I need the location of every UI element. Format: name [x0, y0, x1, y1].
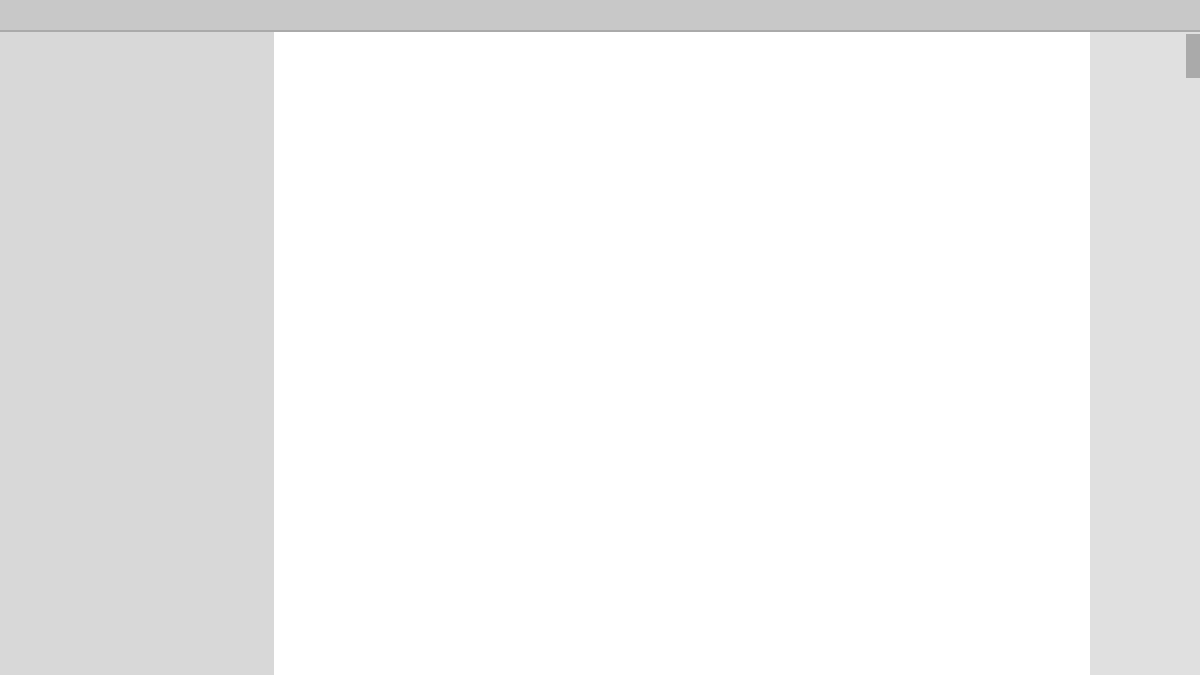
Text: CH₂OH: CH₂OH: [335, 150, 377, 159]
Text: Triose phosphate isomerase: Triose phosphate isomerase: [593, 59, 770, 72]
Text: glyceraldehyde 3-phosphate (G3P) by the action of the enzyme triose phosphate is: glyceraldehyde 3-phosphate (G3P) by the …: [306, 122, 823, 132]
Text: concentration of G3P is kept at 1/100 of the value of the concentration of DHAP?: concentration of G3P is kept at 1/100 of…: [323, 451, 780, 460]
Text: Because ΔG°′ is positive, the equilibrium lies to the left.: Because ΔG°′ is positive, the equilibriu…: [306, 285, 622, 296]
Text: +: +: [1054, 5, 1070, 25]
Text: ⤢: ⤢: [1111, 6, 1121, 24]
Text: (a)  Calculate the equilibrium constant for this reaction, assuming a temperatur: (a) Calculate the equilibrium constant f…: [306, 310, 817, 322]
Text: ΔG°′ = +7.5 kJ/mol: ΔG°′ = +7.5 kJ/mol: [763, 182, 871, 193]
Text: CH₂OPO₃²⁻: CH₂OPO₃²⁻: [576, 221, 638, 231]
Text: (b)  In the cell, depletion of G3P makes the reaction proceed. What is the value: (b) In the cell, depletion of G3P makes …: [323, 427, 836, 437]
Text: In a key reaction of glycolysis, dihydroxyacetone phosphate (DHAP) is isomerized: In a key reaction of glycolysis, dihydro…: [306, 98, 792, 109]
Text: C=O: C=O: [335, 185, 362, 195]
Text: CH₂OPO₃²⁻: CH₂OPO₃²⁻: [335, 221, 398, 231]
Text: HC—OH: HC—OH: [576, 185, 624, 195]
Text: G3P: G3P: [587, 259, 613, 272]
Text: CHO: CHO: [576, 150, 602, 159]
Text: ZOOM: ZOOM: [995, 10, 1028, 20]
Text: —: —: [952, 6, 970, 24]
Text: DHAP: DHAP: [338, 259, 377, 272]
Text: ↺: ↺: [902, 6, 917, 24]
